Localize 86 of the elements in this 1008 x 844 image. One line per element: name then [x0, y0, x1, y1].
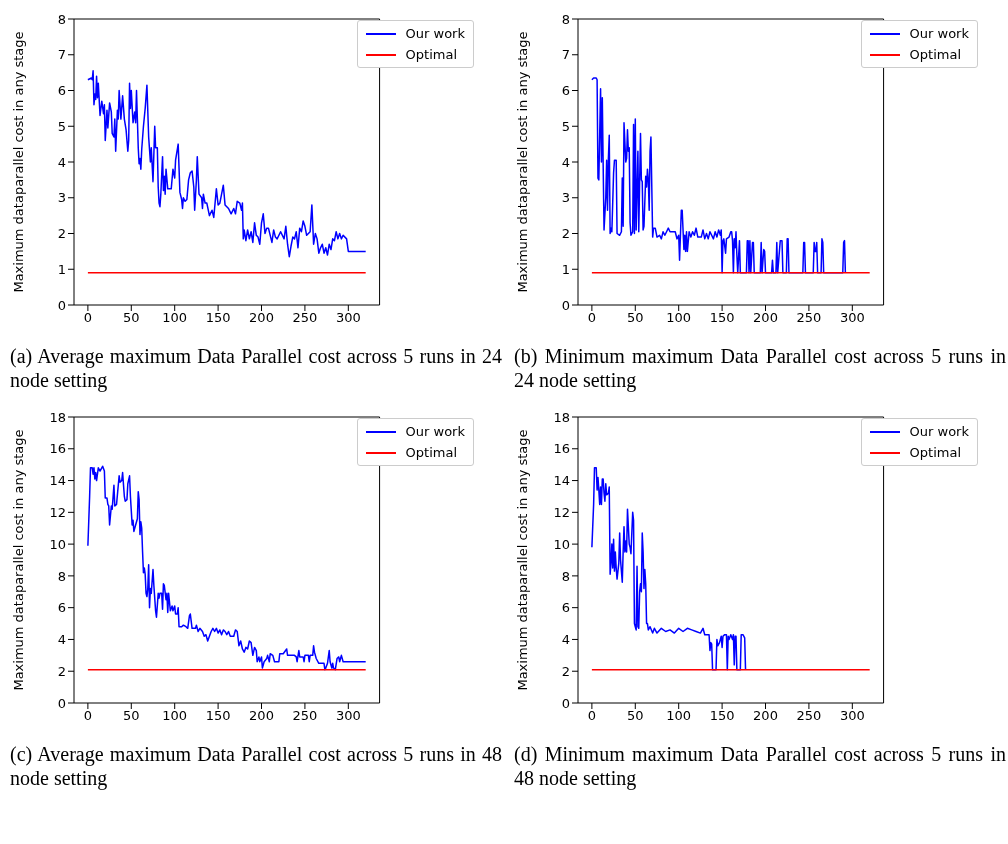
line-series — [87, 70, 367, 258]
x-tick-label: 0 — [587, 708, 597, 724]
x-tick-label: 300 — [839, 310, 865, 326]
y-tick-label: 5 — [57, 118, 66, 134]
y-tick-label: 8 — [57, 11, 66, 27]
y-axis-title: Maximum dataparallel cost in any stage — [514, 31, 530, 293]
x-tick-label: 300 — [335, 708, 361, 724]
x-tick-label: 150 — [205, 310, 231, 326]
y-tick-label: 6 — [57, 83, 66, 99]
x-tick-label: 200 — [753, 310, 778, 326]
x-tick-label: 200 — [753, 708, 778, 724]
x-tick-label: 200 — [249, 708, 274, 724]
y-tick-label: 4 — [561, 154, 570, 170]
legend-label: Optimal — [405, 47, 458, 62]
y-tick-label: 2 — [561, 663, 570, 679]
x-tick-label: 100 — [162, 310, 188, 326]
x-tick-label: 250 — [292, 708, 318, 724]
x-tick-label: 250 — [796, 310, 822, 326]
y-tick-label: 18 — [553, 409, 570, 425]
y-tick-label: 10 — [553, 536, 570, 552]
line-series — [591, 77, 847, 274]
y-tick-label: 2 — [57, 226, 66, 242]
y-tick-label: 5 — [561, 118, 570, 134]
text: (b) Minimum maximum Data Parallel cost across 5 runs in 24 node setting — [513, 344, 1007, 394]
x-tick-label: 50 — [123, 310, 140, 326]
y-tick-label: 0 — [561, 297, 570, 313]
y-tick-label: 4 — [561, 632, 570, 648]
y-tick-label: 8 — [561, 568, 570, 584]
x-tick-label: 50 — [627, 708, 644, 724]
x-tick-label: 150 — [709, 310, 735, 326]
x-tick-label: 150 — [709, 708, 735, 724]
y-tick-label: 6 — [57, 600, 66, 616]
y-axis-title: Maximum dataparallel cost in any stage — [10, 31, 26, 293]
legend-label: Our work — [909, 424, 969, 439]
y-tick-label: 16 — [49, 441, 66, 457]
x-tick-label: 300 — [839, 708, 865, 724]
x-tick-label: 250 — [292, 310, 318, 326]
legend-label: Optimal — [405, 445, 458, 460]
y-tick-label: 14 — [49, 473, 66, 489]
y-tick-label: 3 — [57, 190, 66, 206]
y-tick-label: 2 — [57, 663, 66, 679]
x-tick-label: 0 — [587, 310, 597, 326]
x-tick-label: 200 — [249, 310, 274, 326]
legend-label: Our work — [405, 26, 465, 41]
text: (d) Minimum maximum Data Parallel cost across 5 runs in 48 node setting — [513, 742, 1007, 792]
y-axis-title: Maximum dataparallel cost in any stage — [514, 429, 530, 691]
x-tick-label: 250 — [796, 708, 822, 724]
line-series — [87, 465, 367, 671]
x-tick-label: 100 — [666, 708, 692, 724]
y-tick-label: 18 — [49, 409, 66, 425]
y-tick-label: 1 — [561, 261, 570, 277]
y-tick-label: 0 — [561, 695, 570, 711]
legend-label: Optimal — [909, 445, 962, 460]
y-tick-label: 0 — [57, 695, 66, 711]
y-axis-title: Maximum dataparallel cost in any stage — [10, 429, 26, 691]
x-tick-label: 0 — [83, 708, 93, 724]
y-tick-label: 14 — [553, 473, 570, 489]
x-tick-label: 100 — [666, 310, 692, 326]
y-tick-label: 4 — [57, 154, 66, 170]
y-tick-label: 6 — [561, 600, 570, 616]
y-tick-label: 7 — [561, 47, 570, 63]
legend-label: Our work — [405, 424, 465, 439]
y-tick-label: 6 — [561, 83, 570, 99]
y-tick-label: 16 — [553, 441, 570, 457]
y-tick-label: 10 — [49, 536, 66, 552]
x-tick-label: 50 — [627, 310, 644, 326]
x-tick-label: 0 — [83, 310, 93, 326]
legend-label: Our work — [909, 26, 969, 41]
text: (a) Average maximum Data Parallel cost across 5 runs in 24 node setting — [9, 344, 503, 394]
y-tick-label: 2 — [561, 226, 570, 242]
line-series — [591, 467, 747, 671]
x-tick-label: 100 — [162, 708, 188, 724]
y-tick-label: 8 — [57, 568, 66, 584]
y-tick-label: 1 — [57, 261, 66, 277]
y-tick-label: 0 — [57, 297, 66, 313]
text: (c) Average maximum Data Parallel cost across 5 runs in 48 node setting — [9, 742, 503, 792]
y-tick-label: 7 — [57, 47, 66, 63]
y-tick-label: 12 — [553, 504, 570, 520]
y-tick-label: 3 — [561, 190, 570, 206]
x-tick-label: 150 — [205, 708, 231, 724]
y-tick-label: 12 — [49, 504, 66, 520]
legend-label: Optimal — [909, 47, 962, 62]
x-tick-label: 50 — [123, 708, 140, 724]
y-tick-label: 4 — [57, 632, 66, 648]
y-tick-label: 8 — [561, 11, 570, 27]
x-tick-label: 300 — [335, 310, 361, 326]
